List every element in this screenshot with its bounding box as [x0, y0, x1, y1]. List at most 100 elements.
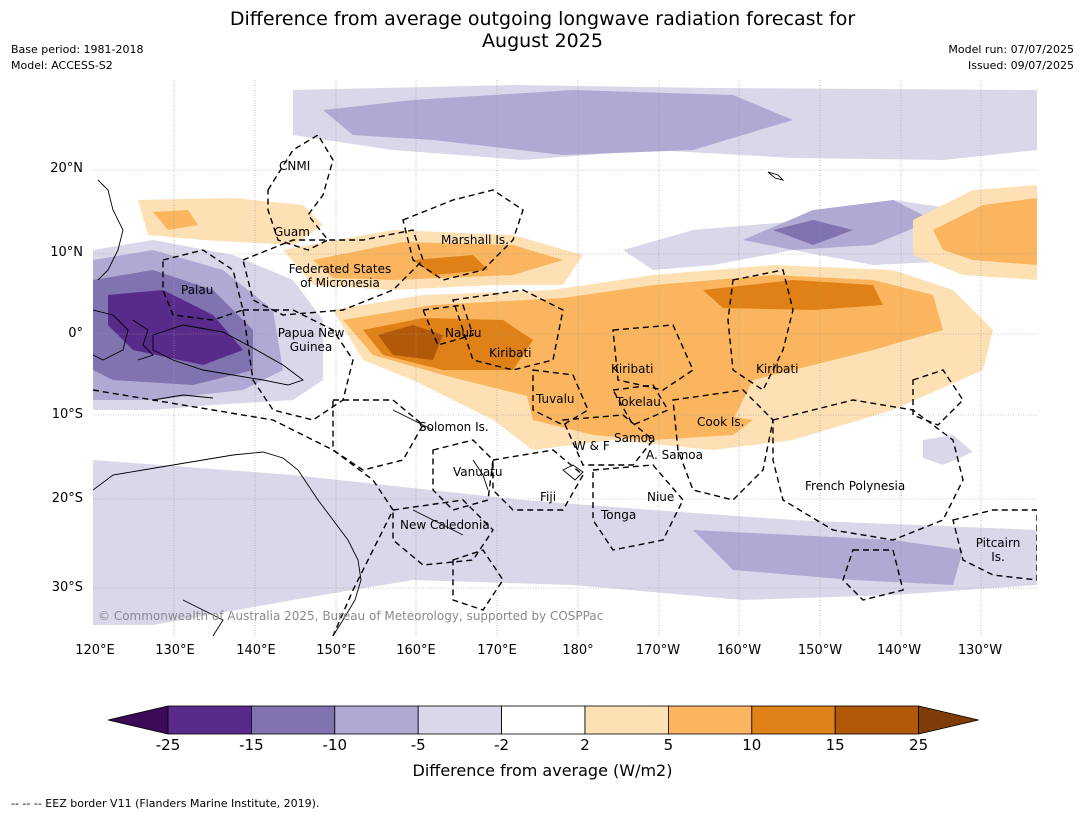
eez-palau — [162, 249, 244, 321]
new-caledonia-coast — [412, 509, 464, 536]
eez-solomon — [332, 399, 424, 471]
label-kiribati-central: Kiribati — [611, 362, 654, 376]
eez-southeast — [912, 369, 964, 426]
eez-pitcairn — [952, 509, 1037, 581]
label-pitcairn-line1: Pitcairn — [975, 536, 1021, 550]
eez-tonga-niue — [592, 464, 684, 551]
y-tick: 20°N — [50, 161, 83, 176]
label-fiji: Fiji — [540, 490, 557, 504]
x-tick: 170°E — [477, 643, 517, 658]
colorbar-segment — [417, 705, 503, 735]
colorbar-tick-label: -5 — [410, 736, 426, 754]
eez-fiji — [492, 449, 584, 511]
philippines-coast — [97, 179, 124, 281]
colorbar-title: Difference from average (W/m2) — [412, 761, 673, 780]
model-run: Model run: 07/07/2025 — [948, 43, 1074, 56]
colorbar-segment — [584, 705, 669, 735]
eez-cnmi-guam — [267, 134, 334, 251]
x-tick: 160°E — [396, 643, 436, 658]
australia-coast — [93, 451, 362, 636]
pos-north-west — [138, 198, 323, 245]
label-nauru: Nauru — [445, 326, 482, 340]
pos-north-eq-band-core — [413, 255, 488, 275]
positive-anomaly-areas — [138, 185, 1037, 450]
chart-title: Difference from average outgoing longwav… — [0, 8, 1085, 52]
map-panel: © Commonwealth of Australia 2025, Bureau… — [93, 80, 1037, 636]
label-wf: W & F — [574, 439, 610, 453]
solomons-coast — [392, 409, 434, 431]
y-tick: 10°S — [51, 407, 83, 422]
x-tick: 150°W — [797, 643, 843, 658]
eez-kiribati-phoenix — [612, 324, 694, 391]
colorbar-extend-high — [918, 705, 979, 735]
y-tick: 0° — [68, 326, 83, 341]
borneo-coast — [93, 309, 129, 361]
model-name: Model: ACCESS-S2 — [11, 59, 113, 72]
timor-coast — [152, 394, 214, 401]
pos-north-west-mid — [153, 210, 198, 230]
map-canvas — [93, 80, 1037, 636]
x-tick: 140°E — [236, 643, 276, 658]
colorbar-tick-label: -25 — [155, 736, 181, 754]
label-tokelau: Tokelau — [616, 395, 661, 409]
colorbar-tick-label: 10 — [742, 736, 762, 754]
hawaii-coast — [767, 171, 785, 181]
pos-equatorial-tongue-east-core — [703, 280, 883, 310]
label-frpoly: French Polynesia — [805, 479, 906, 493]
coastlines — [93, 171, 785, 636]
eez-vanuatu — [432, 439, 494, 511]
label-kiribati-west: Kiribati — [489, 346, 532, 360]
pos-central-south — [523, 380, 753, 440]
label-pitcairn-line2: Is. — [991, 550, 1005, 564]
eez-kiribati-gilberts — [452, 289, 564, 371]
label-pitcairn: Pitcairn Is. — [972, 536, 1024, 564]
colorbar-tick-label: 5 — [663, 736, 674, 754]
label-kiribati-east: Kiribati — [756, 362, 799, 376]
label-fsm-line1: Federated States — [288, 262, 392, 276]
eez-tokelau — [611, 384, 670, 426]
x-tick: 170°W — [635, 643, 681, 658]
colorbar-tick-label: -15 — [239, 736, 264, 754]
label-newcal: New Caledonia — [400, 518, 490, 532]
eez-cook — [672, 389, 774, 501]
sulawesi-coast — [132, 319, 154, 361]
colorbar — [107, 705, 979, 735]
colorbar-segment — [668, 705, 753, 735]
neg-small-se — [923, 435, 973, 465]
x-tick: 160°W — [716, 643, 762, 658]
label-png-line1: Papua New — [277, 326, 345, 340]
eez-french-polynesia — [772, 399, 964, 541]
x-tick: 140°W — [876, 643, 922, 658]
eez-fp-south — [842, 549, 904, 601]
pos-ne-corner-mid — [933, 198, 1037, 265]
label-fsm-line2: of Micronesia — [300, 276, 380, 290]
meta-right: Model run: 07/07/2025 Issued: 09/07/2025 — [948, 42, 1074, 74]
colorbar-segment — [167, 705, 252, 735]
nz-north-coast — [182, 599, 224, 636]
label-marshall: Marshall Is. — [441, 233, 509, 247]
issued-date: Issued: 09/07/2025 — [967, 59, 1074, 72]
eez-nauru — [421, 304, 474, 346]
vanuatu-coast — [472, 459, 489, 491]
label-fsm: Federated States of Micronesia — [285, 262, 395, 290]
colorbar-extend-low — [107, 705, 169, 735]
eez-new-caledonia — [392, 499, 494, 566]
colorbar-segment — [751, 705, 836, 735]
label-palau: Palau — [181, 283, 214, 297]
copyright-notice: © Commonwealth of Australia 2025, Bureau… — [98, 609, 604, 623]
eez-tuvalu — [532, 369, 589, 426]
colorbar-tick-label: 2 — [580, 736, 590, 754]
y-tick: 30°S — [51, 580, 83, 595]
colorbar-tick-label: 15 — [825, 736, 845, 754]
eez-marshall — [402, 189, 524, 281]
label-png-line2: Guinea — [289, 340, 333, 354]
colorbar-segment — [501, 705, 586, 735]
x-tick: 180° — [562, 643, 594, 658]
neg-south-band — [93, 460, 1037, 625]
title-line-1: Difference from average outgoing longwav… — [229, 8, 856, 30]
fiji-coast — [562, 464, 584, 481]
title-line-2: August 2025 — [482, 30, 603, 52]
eez-borders — [93, 134, 1037, 636]
colorbar-segment — [834, 705, 920, 735]
colorbar-segment — [250, 705, 336, 735]
